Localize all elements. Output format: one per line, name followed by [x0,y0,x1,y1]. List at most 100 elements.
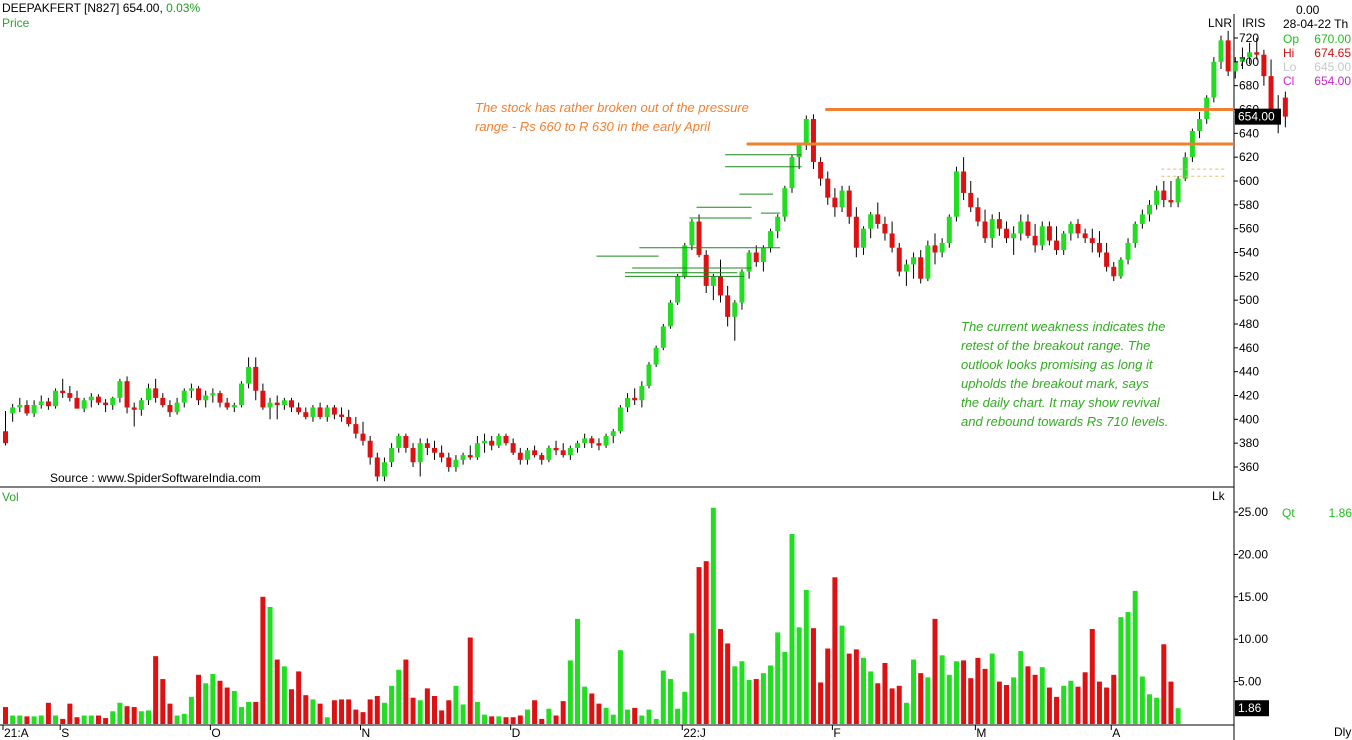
volume-bar [88,715,94,724]
candle-body [653,347,659,365]
volume-bar [939,655,945,724]
candle-body [1118,259,1124,277]
candle-body [1025,221,1031,236]
candle-body [746,252,752,272]
volume-bar [446,700,452,724]
volume-bar [439,710,445,724]
volume-bar [503,717,509,724]
volume-unit: Lk [1212,489,1225,503]
candle-body [1197,119,1203,131]
volume-bar [67,703,73,724]
volume-bar [846,653,852,724]
candle-body [503,436,509,444]
volume-bar [60,718,66,724]
price-tick-label: 420 [1239,389,1259,403]
annotation-line: upholds the breakout mark, says [961,376,1149,391]
candle-body [324,407,330,417]
candle-body [53,390,59,407]
candle-body [610,431,616,437]
volume-bar [1168,681,1174,724]
candle-body [1018,221,1024,234]
last-price-tag [1235,108,1281,125]
candle-body [696,221,702,255]
price-tick-label: 700 [1239,55,1259,69]
candle-body [846,190,852,217]
close-label: Cl [1283,74,1295,88]
volume-bar [882,662,888,724]
candle-body [796,145,802,158]
candle-body [374,457,380,477]
candle-body [188,388,194,391]
candle-body [1268,76,1274,110]
price-tick-label: 460 [1239,341,1259,355]
candle-body [739,271,745,303]
candle-body [17,405,23,408]
candle-body [81,400,87,409]
candle-body [3,431,8,444]
open-label: Op [1283,32,1300,46]
volume-bar [961,660,967,724]
candle-body [396,436,402,448]
candle-body [889,233,895,248]
candle-body [517,452,523,460]
candle-body [839,190,845,208]
volume-bar [768,665,774,724]
volume-bar [1082,672,1088,724]
low-label: Lo [1283,60,1297,74]
candle-body [281,400,287,406]
candle-body [603,436,609,446]
volume-bar [410,697,416,724]
candle-body [10,407,16,414]
volume-pane-label: Vol [2,490,19,504]
time-tick-label: S [61,726,69,740]
candle-body [725,295,731,317]
candle-body [532,450,538,456]
volume-bar [489,716,495,724]
volume-bar [632,707,638,724]
volume-bar [710,507,716,724]
time-tick-label: F [833,726,840,740]
candle-body [1182,157,1188,179]
volume-bar [889,688,895,724]
candle-body [439,452,445,458]
price-tick-label: 380 [1239,436,1259,450]
volume-bar [346,699,352,724]
volume-bar [353,709,359,724]
price-tick-label: 560 [1239,222,1259,236]
volume-bar [1075,686,1081,724]
candle-body [539,455,545,460]
candle-body [88,396,94,401]
volume-bar [217,680,223,724]
volume-bar [124,706,130,724]
candle-body [389,447,395,463]
candle-body [825,178,831,198]
candle-body [1046,226,1052,241]
volume-bar [253,701,259,724]
candle-body [567,447,573,456]
candle-body [1004,228,1009,239]
volume-bar [575,618,580,724]
volume-bar [918,673,924,724]
volume-bar [753,679,759,724]
price-tick-label: 360 [1239,460,1259,474]
candle-body [1147,204,1152,215]
volume-bar [603,707,609,724]
candle-body [453,459,459,467]
volume-bar [31,716,37,724]
volume-bar [289,689,294,724]
candle-body [975,207,981,222]
volume-bar [324,717,330,724]
volume-bar [296,671,302,724]
candle-body [596,443,602,446]
low-value: 645.00 [1314,60,1351,74]
candle-body [553,447,559,451]
annotation-line: The stock has rather broken out of the p… [475,100,749,115]
candle-body [353,424,359,434]
candle-body [996,219,1002,229]
volume-bar [188,696,194,724]
volume-bar [496,716,502,724]
chart-header: DEEPAKFERT [N827] 654.00, 0.03% [2,1,200,15]
candle-body [1104,252,1110,267]
volume-bar [1054,696,1060,724]
